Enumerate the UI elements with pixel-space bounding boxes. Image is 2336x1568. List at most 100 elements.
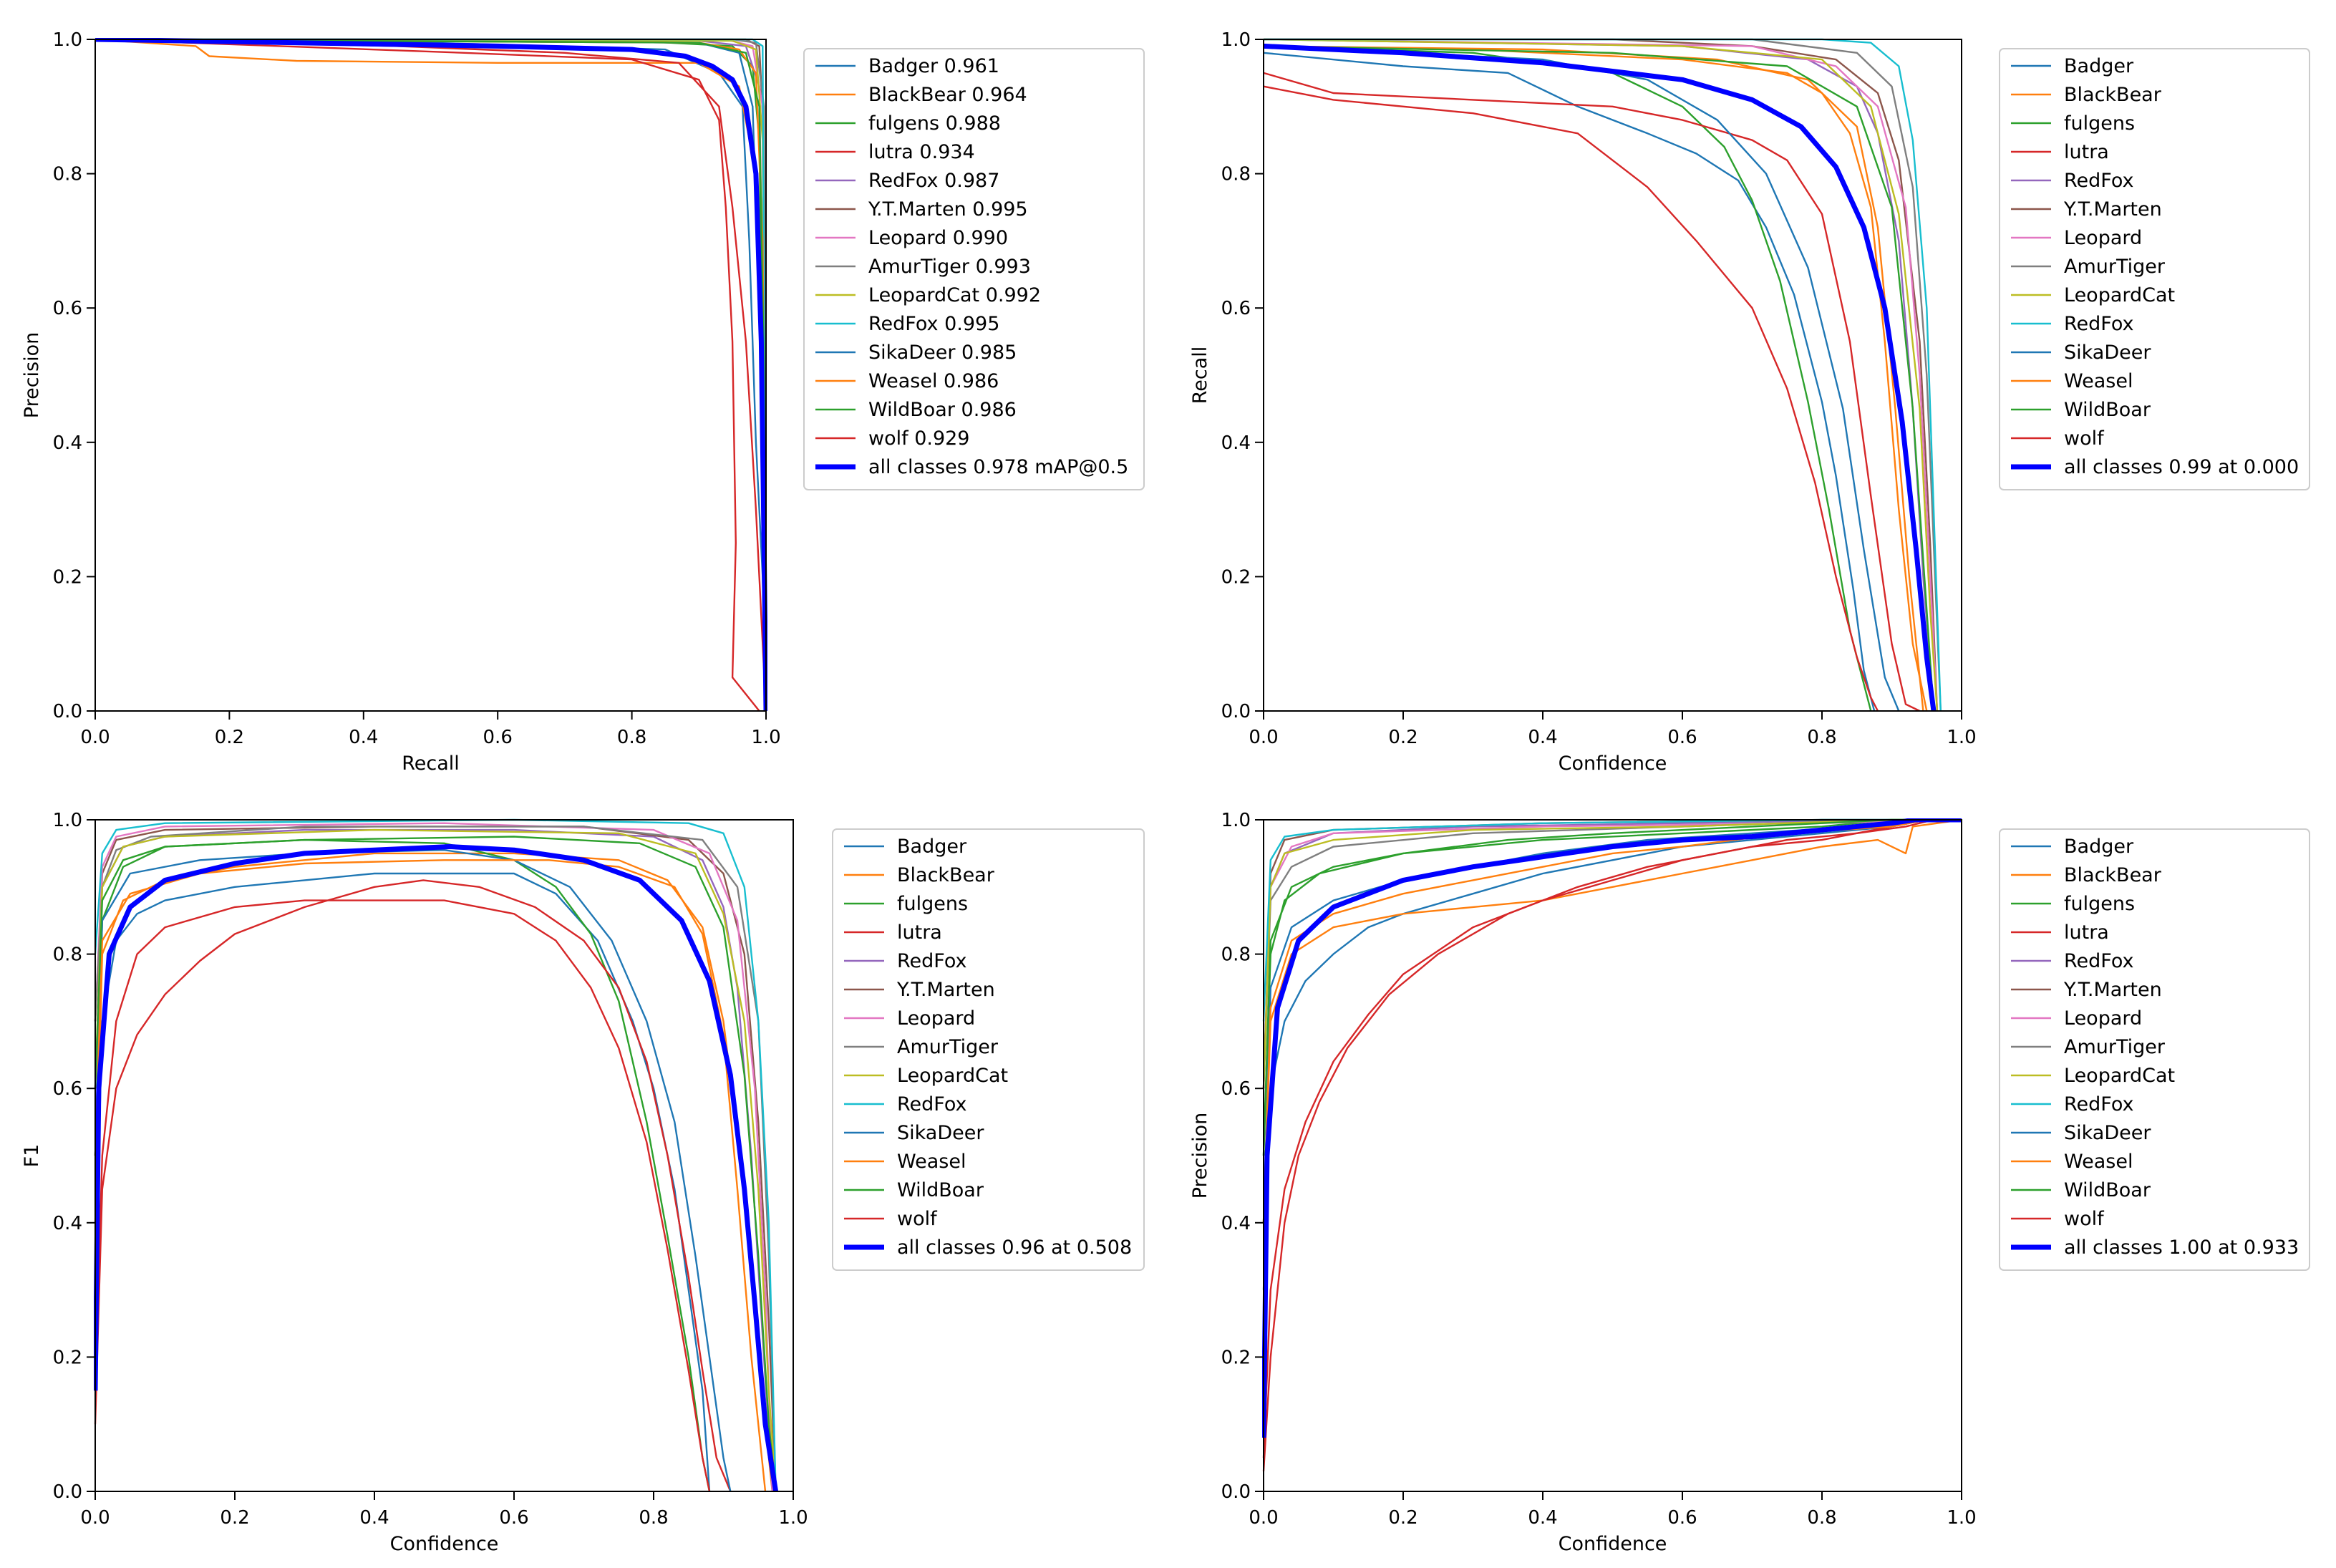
series-line-wolf (94, 899, 711, 1492)
legend-label: Y.T.Marten (2063, 979, 2162, 1001)
legend: Badger BlackBear fulgens lutra RedFox Y.T.Mar… (832, 828, 1145, 1271)
legend-label: SikaDeer (897, 1122, 984, 1144)
series-line-weasel (94, 859, 767, 1492)
series-line-wildboar (1263, 45, 1935, 712)
legend-label: Weasel (2064, 370, 2133, 392)
series-line-amurtiger (1264, 38, 1942, 712)
legend-label: RedFox (2064, 950, 2134, 972)
y-tick-label: 0.6 (53, 1078, 82, 1100)
legend-label: AmurTiger (2064, 256, 2166, 278)
legend-label: Badger (2064, 55, 2134, 77)
series-line-wolf (1262, 818, 1962, 1471)
y-tick-label: 0.6 (53, 298, 82, 319)
series-line-wildboar (94, 836, 777, 1492)
legend-label: lutra (2064, 141, 2109, 163)
axes-frame (1263, 819, 1962, 1492)
legend-label: WildBoar (2064, 399, 2151, 421)
axes-frame (94, 819, 794, 1492)
legend-label: lutra (2064, 921, 2109, 944)
x-tick-label: 0.4 (1528, 1507, 1557, 1529)
legend-label: Leopard (2064, 1007, 2142, 1030)
x-tick-label: 1.0 (1947, 727, 1976, 748)
legend-label: lutra 0.934 (868, 141, 975, 163)
y-tick-label: 1.0 (1221, 810, 1251, 831)
x-tick-label: 1.0 (751, 727, 780, 748)
series-line-lutra (1263, 72, 1921, 712)
legend-label: wolf (2064, 427, 2105, 450)
series-line-fulgens (1262, 818, 1962, 1156)
legend-label: wolf (897, 1208, 938, 1230)
x-tick-label: 0.0 (80, 1507, 110, 1529)
legend-label: Badger 0.961 (868, 55, 999, 77)
chart-recall: 0.0 0.2 0.4 0.6 0.8 1.0 0.0 0.2 0.4 0.6 0.8 1.0 Conf… (1189, 29, 2310, 775)
legend-label: wolf (2064, 1208, 2105, 1230)
legend-label: lutra (897, 921, 942, 944)
series-line-all (94, 844, 779, 1492)
legend-label: wolf 0.929 (868, 427, 970, 450)
y-tick-label: 0.2 (53, 1347, 82, 1368)
x-tick-label: 0.6 (499, 1507, 528, 1529)
legend-label: Weasel (2064, 1151, 2133, 1173)
legend-label: Leopard (2064, 227, 2142, 249)
x-tick-label: 0.0 (80, 727, 110, 748)
series-line-all (1263, 43, 1937, 712)
legend-label: SikaDeer 0.985 (868, 342, 1017, 364)
x-tick-label: 0.6 (1667, 727, 1697, 748)
y-tick-label: 0.0 (53, 1481, 82, 1503)
series-line-weasel (1262, 818, 1962, 1223)
legend: Badger BlackBear fulgens lutra RedFox Y.T.Mar… (1999, 48, 2310, 490)
y-tick-label: 1.0 (53, 810, 82, 831)
legend-label: BlackBear (2064, 84, 2162, 106)
legend-label: LeopardCat (2064, 284, 2175, 306)
legend-label: Y.T.Marten (896, 979, 995, 1001)
y-tick-label: 0.2 (1221, 1347, 1251, 1368)
series-line-all (1262, 818, 1962, 1438)
series-line-all (94, 38, 767, 712)
legend-label: Leopard (897, 1007, 975, 1030)
series-line-leopard (1263, 38, 1939, 712)
legend-label: all classes 1.00 at 0.933 (2064, 1237, 2299, 1259)
legend-label: Weasel 0.986 (868, 370, 999, 392)
legend-label: WildBoar (2064, 1179, 2151, 1201)
legend-box (1999, 828, 2310, 1271)
x-axis-label: Confidence (390, 1533, 499, 1555)
series-line-blackbear (1262, 818, 1962, 1223)
y-tick-label: 0.8 (1221, 164, 1251, 185)
series-line-wildboar (1262, 818, 1962, 1156)
series-line-lutra (94, 879, 732, 1492)
legend-label: AmurTiger (2064, 1036, 2166, 1058)
y-tick-label: 1.0 (53, 29, 82, 51)
series-line-blackbear (1263, 45, 1928, 712)
y-tick-label: 0.4 (1221, 432, 1251, 454)
legend-label: all classes 0.96 at 0.508 (897, 1237, 1132, 1259)
axes-frame (94, 39, 767, 712)
chart-f1: 0.0 0.2 0.4 0.6 0.8 1.0 0.0 0.2 0.4 0.6 0.8 1.0 Conf… (21, 810, 1145, 1555)
x-tick-label: 0.4 (349, 727, 378, 748)
legend-label: RedFox (897, 1093, 967, 1115)
legend-label: BlackBear (897, 864, 995, 886)
y-tick-label: 0.0 (53, 701, 82, 722)
x-tick-label: 0.4 (1528, 727, 1557, 748)
legend-label: fulgens (897, 893, 968, 915)
legend-label: SikaDeer (2064, 342, 2151, 364)
series-line-wolf (94, 38, 760, 712)
legend-label: fulgens (2064, 112, 2135, 135)
y-tick-label: 0.2 (53, 566, 82, 588)
x-tick-label: 0.8 (617, 727, 646, 748)
legend-label: RedFox 0.987 (868, 170, 999, 192)
series-line-leopardcat (1263, 38, 1939, 712)
legend-label: all classes 0.978 mAP@0.5 (868, 456, 1128, 478)
legend-label: LeopardCat (2064, 1065, 2175, 1087)
legend: Badger 0.961 BlackBear 0.964 fulgens 0.988… (803, 48, 1145, 490)
series-line-wolf (1263, 85, 1879, 712)
series-line-badger (1262, 818, 1962, 1290)
x-tick-label: 1.0 (778, 1507, 808, 1529)
x-axis-label: Confidence (1559, 752, 1667, 775)
y-axis-label: Precision (21, 332, 43, 418)
x-tick-label: 0.0 (1249, 727, 1278, 748)
axes-frame (1263, 39, 1962, 712)
x-axis-label: Recall (402, 752, 460, 775)
x-tick-label: 0.8 (1807, 727, 1836, 748)
x-axis-label: Confidence (1559, 1533, 1667, 1555)
